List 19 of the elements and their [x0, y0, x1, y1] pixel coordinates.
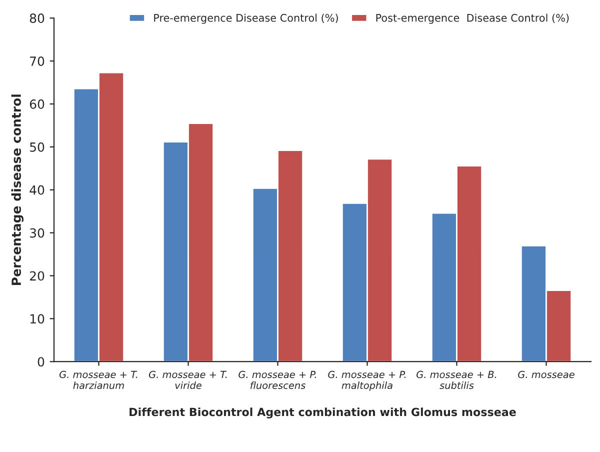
- y-tick-label: 60: [30, 99, 44, 109]
- x-tick-label: G. mosseae: [518, 370, 574, 378]
- legend-label: Post-emergence Disease Control (%): [376, 14, 569, 24]
- x-tick-label: G. mosseae + T. harzianum: [59, 370, 138, 390]
- y-tick-label: 50: [30, 142, 44, 152]
- x-tick-label: G. mosseae + P. fluorescens: [238, 370, 316, 390]
- y-tick-label: 80: [30, 14, 44, 24]
- x-tick-label: G. mosseae + T. viride: [148, 370, 227, 390]
- legend-label: Pre-emergence Disease Control (%): [154, 14, 338, 24]
- y-tick-label: 20: [30, 271, 44, 281]
- y-axis-title: Percentage disease control: [11, 94, 24, 285]
- y-tick-label: 10: [30, 314, 44, 324]
- y-tick-label: 40: [30, 185, 44, 195]
- y-tick-label: 0: [38, 357, 44, 367]
- x-axis-title: Different Biocontrol Agent combination with Glomus mosseae: [130, 408, 516, 418]
- y-tick-label: 70: [30, 56, 44, 66]
- y-tick-label: 30: [30, 228, 44, 238]
- x-tick-label: G. mosseae + P. maltophila: [328, 370, 406, 391]
- x-tick-label: G. mosseae + B. subtilis: [416, 370, 496, 390]
